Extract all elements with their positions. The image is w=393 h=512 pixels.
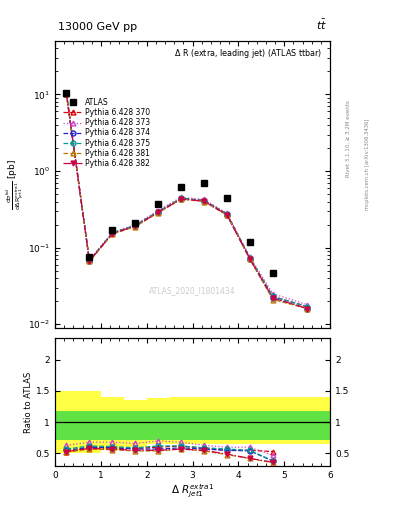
Y-axis label: Ratio to ATLAS: Ratio to ATLAS — [24, 371, 33, 433]
Pythia 6.428 375 — [305, 304, 310, 310]
Pythia 6.428 370 — [87, 258, 92, 264]
ATLAS — [156, 201, 161, 207]
Pythia 6.428 382 — [305, 306, 310, 312]
Pythia 6.428 381 — [305, 306, 310, 312]
ATLAS — [87, 254, 92, 260]
ATLAS — [225, 195, 230, 201]
Pythia 6.428 382 — [156, 209, 161, 216]
Pythia 6.428 382 — [248, 256, 252, 262]
Pythia 6.428 370 — [64, 91, 69, 97]
Pythia 6.428 370 — [248, 255, 252, 261]
Pythia 6.428 373 — [225, 210, 230, 216]
Pythia 6.428 370 — [202, 197, 206, 203]
ATLAS — [64, 90, 69, 96]
Pythia 6.428 375 — [225, 211, 230, 217]
Pythia 6.428 381 — [270, 296, 275, 303]
Text: ATLAS_2020_I1801434: ATLAS_2020_I1801434 — [149, 286, 236, 295]
Pythia 6.428 373 — [110, 229, 115, 236]
Pythia 6.428 370 — [179, 195, 184, 201]
Pythia 6.428 382 — [225, 212, 230, 218]
Text: 13000 GeV pp: 13000 GeV pp — [58, 23, 137, 32]
Pythia 6.428 382 — [110, 230, 115, 237]
Pythia 6.428 374 — [202, 198, 206, 204]
Line: ATLAS: ATLAS — [64, 90, 275, 275]
Legend: ATLAS, Pythia 6.428 370, Pythia 6.428 373, Pythia 6.428 374, Pythia 6.428 375, P: ATLAS, Pythia 6.428 370, Pythia 6.428 37… — [62, 96, 152, 169]
Pythia 6.428 382 — [87, 258, 92, 264]
Line: Pythia 6.428 374: Pythia 6.428 374 — [64, 92, 310, 311]
Pythia 6.428 381 — [133, 224, 138, 230]
Pythia 6.428 374 — [110, 230, 115, 237]
Pythia 6.428 381 — [202, 199, 206, 205]
Pythia 6.428 381 — [156, 210, 161, 216]
Pythia 6.428 375 — [179, 195, 184, 201]
Pythia 6.428 374 — [225, 211, 230, 218]
Pythia 6.428 381 — [110, 231, 115, 237]
Pythia 6.428 370 — [133, 222, 138, 228]
Pythia 6.428 373 — [248, 253, 252, 260]
Y-axis label: $\mathregular{\frac{d\sigma^{fid}}{d\Delta R_{jet1}^{extra1}}}$ [pb]: $\mathregular{\frac{d\sigma^{fid}}{d\Del… — [5, 159, 26, 210]
Pythia 6.428 373 — [270, 291, 275, 297]
Pythia 6.428 370 — [110, 230, 115, 236]
Pythia 6.428 375 — [87, 258, 92, 264]
Line: Pythia 6.428 373: Pythia 6.428 373 — [64, 91, 310, 307]
Pythia 6.428 382 — [179, 196, 184, 202]
Pythia 6.428 375 — [110, 230, 115, 236]
Text: mcplots.cern.ch [arXiv:1306.3436]: mcplots.cern.ch [arXiv:1306.3436] — [365, 118, 370, 209]
Pythia 6.428 374 — [248, 255, 252, 262]
Pythia 6.428 374 — [179, 196, 184, 202]
Pythia 6.428 373 — [305, 302, 310, 308]
ATLAS — [248, 239, 252, 245]
Pythia 6.428 374 — [305, 306, 310, 312]
Pythia 6.428 373 — [64, 91, 69, 97]
Pythia 6.428 381 — [179, 196, 184, 202]
Pythia 6.428 382 — [133, 223, 138, 229]
ATLAS — [202, 180, 206, 186]
ATLAS — [270, 270, 275, 276]
Pythia 6.428 370 — [305, 304, 310, 310]
Pythia 6.428 374 — [87, 258, 92, 264]
Pythia 6.428 382 — [64, 91, 69, 97]
Pythia 6.428 381 — [225, 212, 230, 218]
Pythia 6.428 382 — [270, 295, 275, 301]
Pythia 6.428 373 — [156, 207, 161, 214]
Pythia 6.428 370 — [270, 293, 275, 300]
Pythia 6.428 381 — [87, 259, 92, 265]
Pythia 6.428 375 — [270, 293, 275, 300]
Pythia 6.428 373 — [87, 257, 92, 263]
Line: Pythia 6.428 381: Pythia 6.428 381 — [64, 92, 310, 311]
Line: Pythia 6.428 370: Pythia 6.428 370 — [64, 91, 310, 309]
Text: Rivet 3.1.10, ≥ 3.2M events: Rivet 3.1.10, ≥ 3.2M events — [345, 100, 350, 177]
Line: Pythia 6.428 375: Pythia 6.428 375 — [64, 92, 310, 309]
Pythia 6.428 375 — [202, 198, 206, 204]
Pythia 6.428 373 — [202, 197, 206, 203]
Text: $t\bar{t}$: $t\bar{t}$ — [316, 18, 327, 32]
Pythia 6.428 374 — [270, 295, 275, 301]
Pythia 6.428 370 — [225, 211, 230, 217]
Line: Pythia 6.428 382: Pythia 6.428 382 — [64, 92, 310, 311]
Pythia 6.428 374 — [64, 91, 69, 97]
Text: $\Delta$ R (extra, leading jet) (ATLAS ttbar): $\Delta$ R (extra, leading jet) (ATLAS t… — [174, 47, 322, 60]
X-axis label: $\Delta$ $R_{jet1}^{extra1}$: $\Delta$ $R_{jet1}^{extra1}$ — [171, 482, 214, 500]
Pythia 6.428 374 — [156, 209, 161, 215]
Pythia 6.428 370 — [156, 208, 161, 215]
Pythia 6.428 374 — [133, 223, 138, 229]
Pythia 6.428 375 — [64, 91, 69, 97]
Pythia 6.428 381 — [248, 257, 252, 263]
ATLAS — [110, 227, 115, 233]
Pythia 6.428 382 — [202, 198, 206, 204]
Pythia 6.428 375 — [156, 208, 161, 215]
Pythia 6.428 375 — [133, 222, 138, 228]
ATLAS — [179, 184, 184, 190]
ATLAS — [133, 220, 138, 226]
Pythia 6.428 373 — [179, 194, 184, 200]
Pythia 6.428 381 — [64, 92, 69, 98]
Pythia 6.428 373 — [133, 222, 138, 228]
Pythia 6.428 375 — [248, 255, 252, 261]
